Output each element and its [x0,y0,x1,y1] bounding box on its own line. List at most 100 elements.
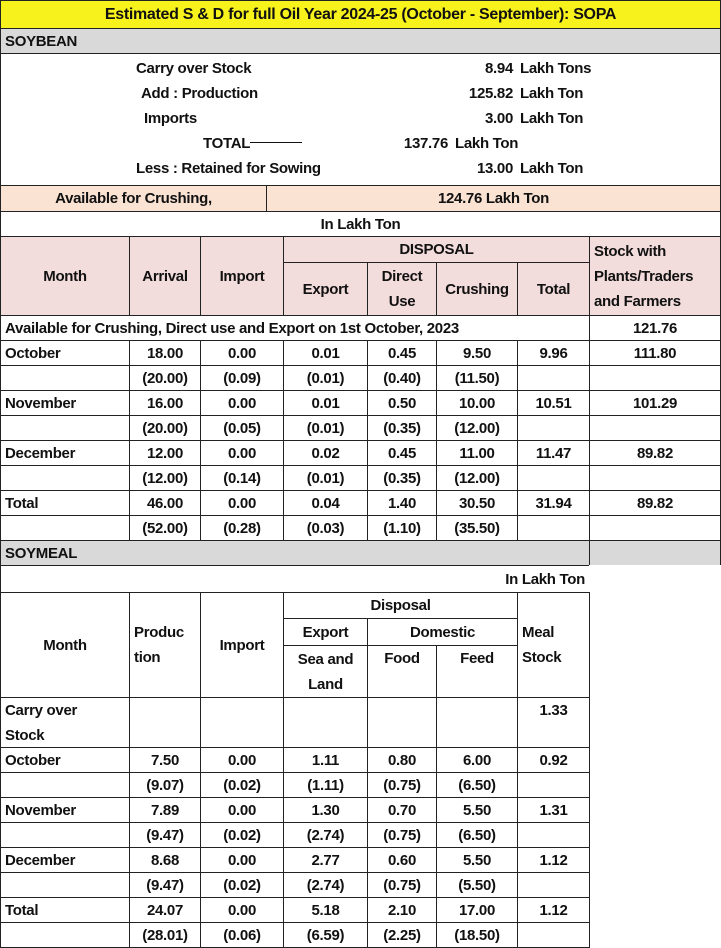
value-cell: 0.00 [200,340,284,366]
value-cell: 0.45 [367,440,437,466]
prev-year-cell: (0.01) [283,415,368,441]
opening-label: Available for Crushing, Direct use and E… [0,315,590,341]
meal-value-cell: 0.60 [367,847,437,873]
value-cell: 0.02 [283,440,368,466]
header-total: Total [517,262,590,316]
value-cell: 0.01 [283,340,368,366]
prev-year-cell: (12.00) [129,465,201,491]
meal-prev-year-cell: (1.11) [283,772,368,798]
meal-prev-year-cell: (0.75) [367,822,437,848]
meal-value-cell: 0.80 [367,747,437,773]
prev-year-cell: (12.00) [436,415,518,441]
row-month-empty [0,465,130,491]
opening-value: 121.76 [589,315,721,341]
prev-year-cell: (20.00) [129,365,201,391]
header-month: Month [0,236,130,316]
meal-value-cell: 1.12 [517,847,590,873]
meal-row-month: November [0,797,130,823]
prev-year-cell [517,465,590,491]
prev-year-cell: (0.03) [283,515,368,541]
row-month: December [0,440,130,466]
meal-header-stock: Meal Stock [517,592,590,698]
meal-row-month: Total [0,897,130,923]
meal-value-cell: 0.70 [367,797,437,823]
meal-value-cell: 0.00 [200,897,284,923]
value-cell: 0.45 [367,340,437,366]
value-cell: 0.00 [200,440,284,466]
meal-prev-year-cell: (9.07) [129,772,201,798]
summary-label: Add : Production [141,84,258,102]
meal-prev-year-cell: (2.74) [283,872,368,898]
summary-value: 3.00 [485,109,513,127]
meal-header-export: Export [283,618,368,646]
prev-year-cell: (0.35) [367,415,437,441]
summary-unit: Lakh Ton [455,134,519,152]
value-cell: 31.94 [517,490,590,516]
prev-year-cell: (35.50) [436,515,518,541]
value-cell: 0.50 [367,390,437,416]
value-cell: 0.00 [200,490,284,516]
meal-prev-year-cell: (0.06) [200,922,284,948]
prev-year-cell: (0.09) [200,365,284,391]
header-stock: Stock with Plants/Traders and Farmers [589,236,721,316]
meal-value-cell: 0.00 [200,747,284,773]
prev-year-cell [517,515,590,541]
summary-value: 13.00 [476,159,513,177]
meal-prev-year-cell: (2.74) [283,822,368,848]
value-cell: 18.00 [129,340,201,366]
meal-prev-year-cell: (0.02) [200,822,284,848]
empty-cell [283,697,368,748]
meal-prev-year-cell: (6.59) [283,922,368,948]
meal-header-sea-land: Sea and Land [283,645,368,698]
row-month: October [0,340,130,366]
meal-row-month-empty [0,822,130,848]
meal-value-cell: 7.50 [129,747,201,773]
summary-label: Imports [144,109,197,127]
prev-year-cell [589,515,721,541]
meal-value-cell: 2.10 [367,897,437,923]
summary-value: 125.82 [468,84,513,102]
available-value: 124.76 Lakh Ton [266,185,721,212]
header-import: Import [200,236,284,316]
meal-right-blank [589,565,721,948]
value-cell: 9.96 [517,340,590,366]
summary-unit: Lakh Ton [520,159,584,177]
empty-cell [129,697,201,748]
value-cell: 0.00 [200,390,284,416]
meal-value-cell: 0.00 [200,847,284,873]
value-cell: 89.82 [589,440,721,466]
header-disposal: DISPOSAL [283,236,590,263]
meal-value-cell: 0.92 [517,747,590,773]
value-cell: 11.00 [436,440,518,466]
meal-value-cell: 1.31 [517,797,590,823]
prev-year-cell [589,415,721,441]
meal-value-cell: 2.77 [283,847,368,873]
prev-year-cell: (0.01) [283,365,368,391]
meal-header-import: Import [200,592,284,698]
row-month: November [0,390,130,416]
meal-header-feed: Feed [436,645,518,698]
meal-value-cell: 5.18 [283,897,368,923]
prev-year-cell: (11.50) [436,365,518,391]
meal-value-cell: 1.11 [283,747,368,773]
meal-value-cell: 1.12 [517,897,590,923]
meal-prev-year-cell: (28.01) [129,922,201,948]
meal-header-production: Produc tion [129,592,201,698]
summary-unit: Lakh Ton [520,109,584,127]
value-cell: 1.40 [367,490,437,516]
prev-year-cell: (0.05) [200,415,284,441]
prev-year-cell [589,465,721,491]
meal-row-month: December [0,847,130,873]
summary-label: Carry over Stock [136,59,252,77]
section-soymeal-right [589,540,721,566]
summary-label: TOTAL [203,134,251,152]
prev-year-cell: (0.14) [200,465,284,491]
value-cell: 11.47 [517,440,590,466]
meal-row-month-empty [0,922,130,948]
value-cell: 10.00 [436,390,518,416]
value-cell: 0.01 [283,390,368,416]
meal-value-cell: 5.50 [436,847,518,873]
value-cell: 30.50 [436,490,518,516]
summary-value: 8.94 [485,59,513,77]
